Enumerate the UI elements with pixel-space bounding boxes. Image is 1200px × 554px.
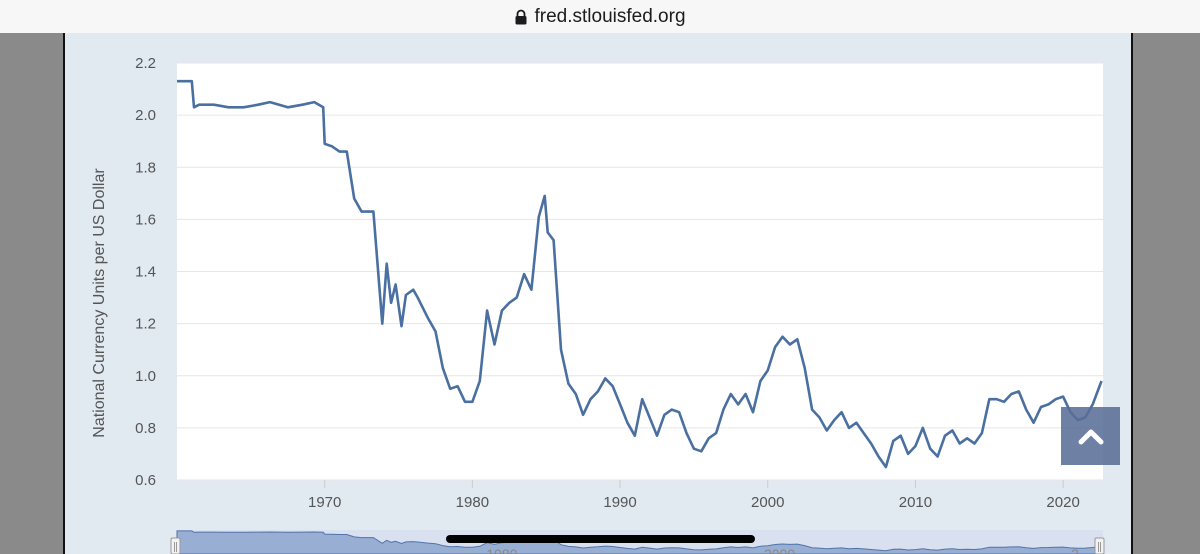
- chart-panel: 0.6 0.8 1.0 1.2 1.4 1.6 1.8 2.0 2.2 1970 1980 1990…: [65, 33, 1131, 554]
- home-indicator: [446, 535, 755, 543]
- line-chart: 0.6 0.8 1.0 1.2 1.4 1.6 1.8 2.0 2.2 1970 1980 1990…: [91, 55, 1105, 554]
- x-tick-label: 1980: [456, 494, 489, 511]
- x-tick-label: 1990: [603, 494, 636, 511]
- y-tick-label: 0.8: [135, 420, 156, 437]
- y-tick-label: 0.6: [135, 472, 156, 489]
- x-tick-label: 2020: [1046, 494, 1079, 511]
- y-tick-label: 1.2: [135, 316, 156, 333]
- left-margin: [0, 33, 65, 554]
- navigator-label: 2000: [764, 546, 795, 554]
- series-line: [177, 79, 1103, 469]
- navigator-label: 2: [1071, 546, 1079, 554]
- x-axis-ticks: 1970 1980 1990 2000 2010 2020: [308, 480, 1080, 511]
- y-tick-label: 2.2: [135, 55, 156, 72]
- gridlines: [177, 62, 1103, 481]
- chevron-up-icon: [1078, 429, 1103, 444]
- navigator-handle-left[interactable]: [170, 537, 181, 554]
- y-tick-label: 1.6: [135, 211, 156, 228]
- y-tick-label: 1.8: [135, 159, 156, 176]
- y-axis-label: National Currency Units per US Dollar: [91, 168, 108, 438]
- navigator-labels: 1980 2000 2: [486, 546, 1079, 554]
- y-tick-label: 2.0: [135, 107, 156, 124]
- navigator-label: 1980: [486, 546, 517, 554]
- lock-icon: [515, 9, 527, 24]
- scroll-to-top-button[interactable]: [1061, 407, 1120, 465]
- url-text: fred.stlouisfed.org: [534, 5, 686, 27]
- y-tick-label: 1.0: [135, 368, 156, 385]
- x-tick-label: 2010: [899, 494, 932, 511]
- navigator-handle-right[interactable]: [1094, 537, 1105, 554]
- navigator-area: [176, 530, 1102, 554]
- right-margin: [1131, 33, 1200, 554]
- x-tick-label: 1970: [308, 494, 341, 511]
- browser-address-bar[interactable]: fred.stlouisfed.org: [0, 0, 1200, 33]
- x-tick-label: 2000: [751, 494, 784, 511]
- y-tick-label: 1.4: [135, 264, 156, 281]
- y-axis-ticks: 0.6 0.8 1.0 1.2 1.4 1.6 1.8 2.0 2.2: [135, 55, 156, 489]
